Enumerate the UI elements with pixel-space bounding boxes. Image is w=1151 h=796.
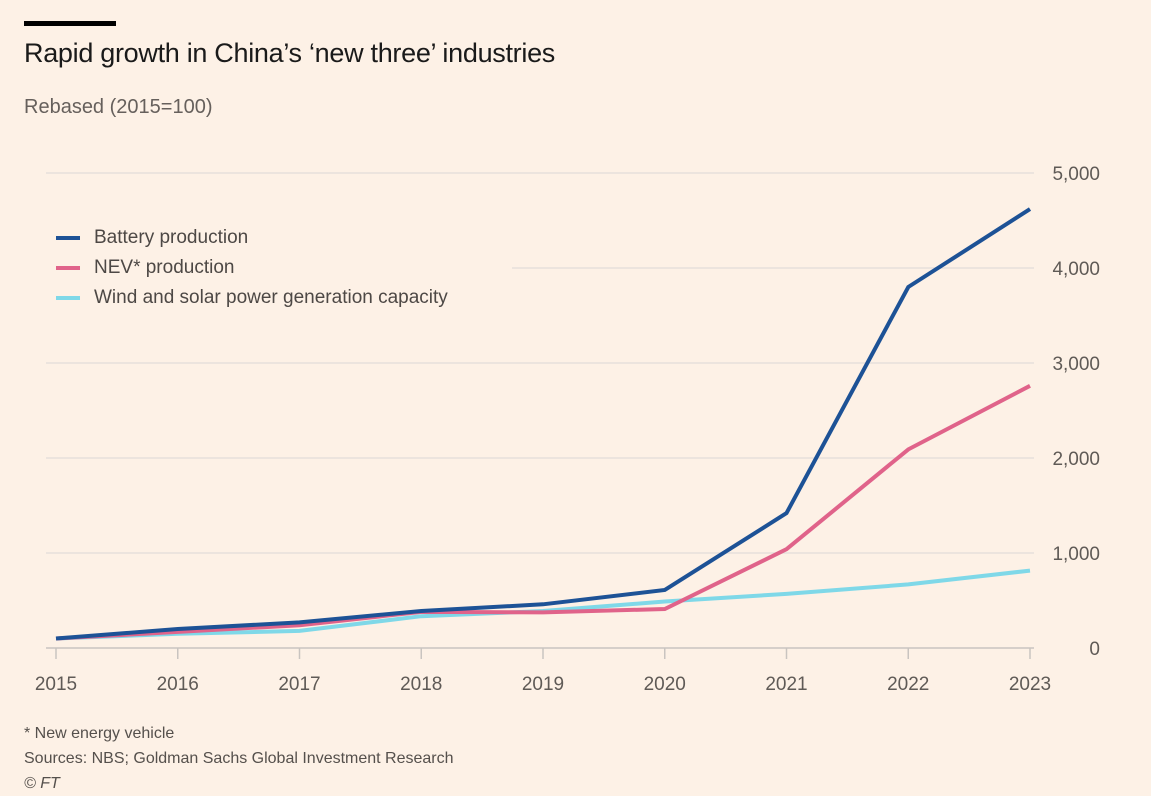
sources: Sources: NBS; Goldman Sachs Global Inves… bbox=[24, 750, 454, 767]
legend-item-battery: Battery production bbox=[56, 223, 448, 253]
x-tick-label: 2019 bbox=[522, 674, 564, 695]
x-tick-label: 2018 bbox=[400, 674, 442, 695]
y-tick-label: 5,000 bbox=[1052, 164, 1100, 185]
series-line-nev bbox=[55, 384, 1031, 641]
legend: Battery production NEV* production Wind … bbox=[56, 223, 448, 313]
y-tick-label: 4,000 bbox=[1052, 259, 1100, 280]
x-tick-label: 2015 bbox=[35, 674, 77, 695]
x-tick-label: 2017 bbox=[278, 674, 320, 695]
legend-swatch-wind-solar bbox=[56, 296, 80, 300]
legend-swatch-nev bbox=[56, 266, 80, 270]
ft-brand-bar bbox=[24, 21, 116, 26]
legend-item-nev: NEV* production bbox=[56, 253, 448, 283]
chart-title: Rapid growth in China’s ‘new three’ indu… bbox=[24, 38, 555, 68]
y-tick-label: 1,000 bbox=[1052, 544, 1100, 565]
chart-footer: * New energy vehicle Sources: NBS; Goldm… bbox=[24, 721, 454, 796]
copyright: © FT bbox=[24, 775, 60, 792]
x-tick-label: 2020 bbox=[644, 674, 686, 695]
y-tick-label: 3,000 bbox=[1052, 354, 1100, 375]
x-tick-label: 2022 bbox=[887, 674, 929, 695]
x-tick-label: 2021 bbox=[765, 674, 807, 695]
x-tick-label: 2023 bbox=[1009, 674, 1051, 695]
legend-label: Wind and solar power generation capacity bbox=[94, 287, 448, 308]
legend-item-wind-solar: Wind and solar power generation capacity bbox=[56, 283, 448, 313]
legend-label: Battery production bbox=[94, 227, 249, 248]
x-tick-label: 2016 bbox=[157, 674, 199, 695]
y-tick-label: 2,000 bbox=[1052, 449, 1100, 470]
chart-subtitle: Rebased (2015=100) bbox=[24, 96, 213, 118]
legend-swatch-battery bbox=[56, 236, 80, 240]
legend-label: NEV* production bbox=[94, 257, 235, 278]
series-line-battery bbox=[55, 207, 1032, 641]
y-tick-label: 0 bbox=[1089, 639, 1100, 660]
footnote: * New energy vehicle bbox=[24, 725, 175, 742]
